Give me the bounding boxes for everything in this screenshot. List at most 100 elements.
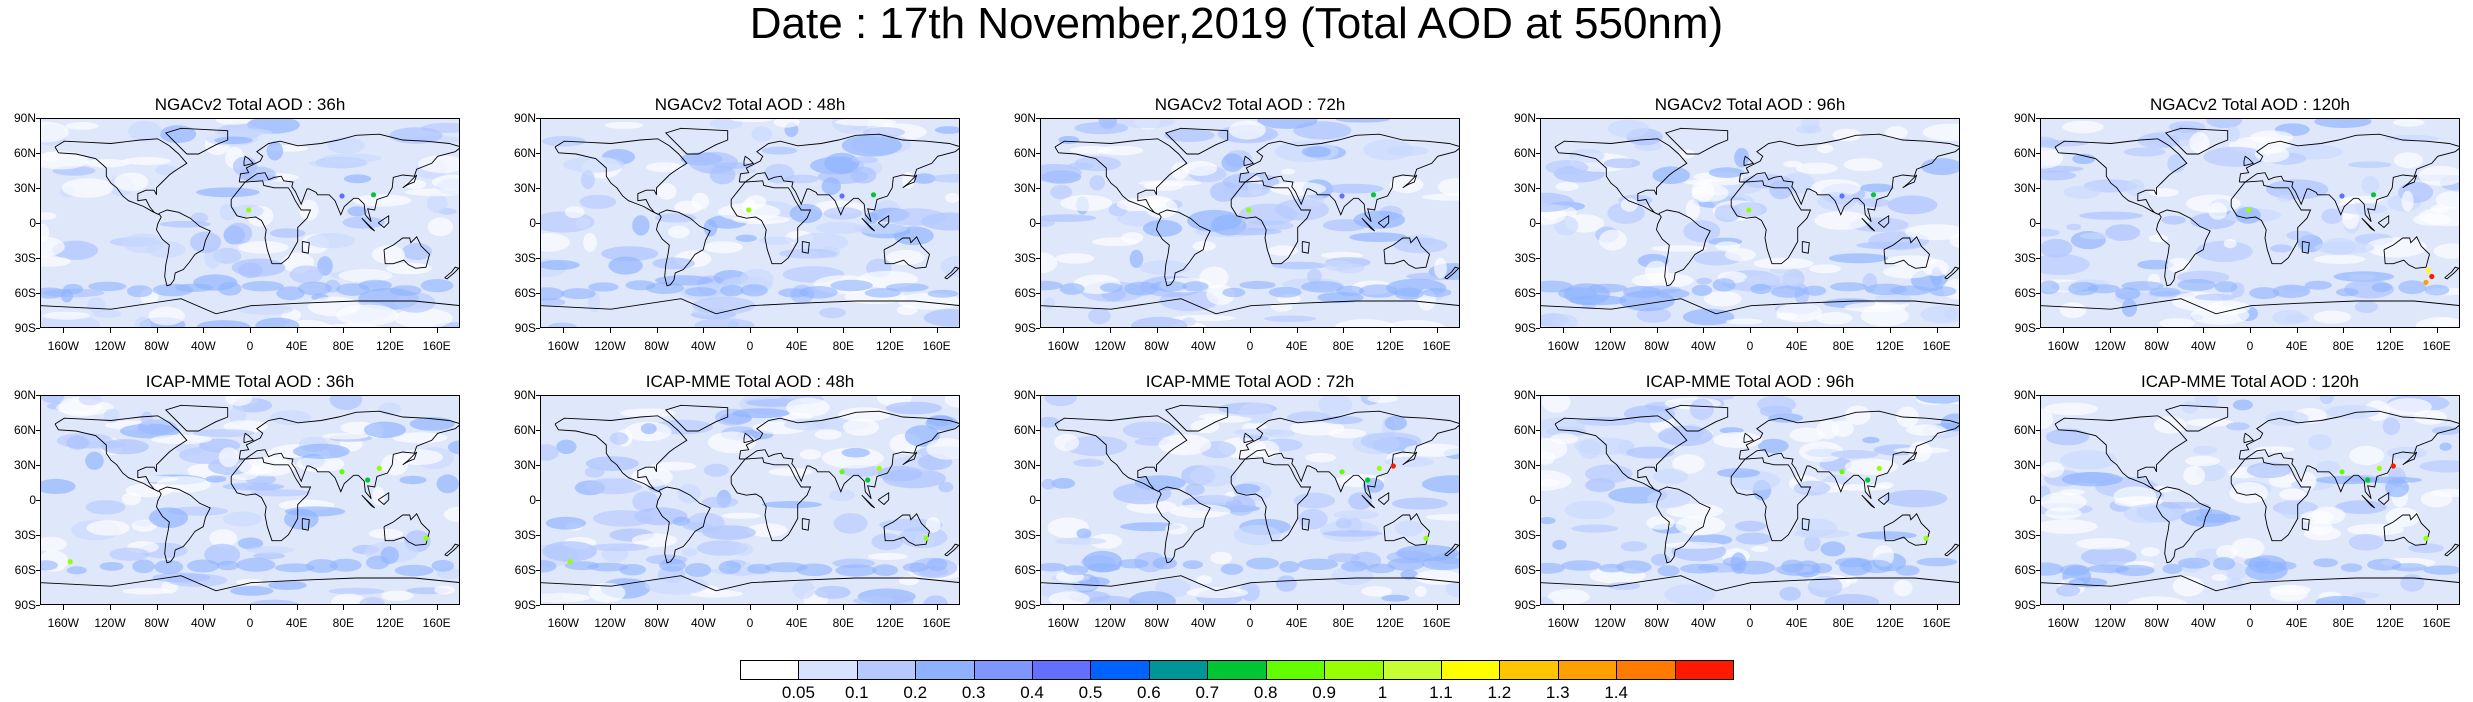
coastline <box>2164 404 2229 432</box>
aod-field-blob <box>1620 198 1638 212</box>
aod-field-blob <box>1387 557 1425 571</box>
longitude-label: 80E <box>2332 339 2354 353</box>
aod-field-blob <box>159 125 197 144</box>
latitude-label: 60N <box>2013 423 2036 437</box>
aod-field-blob <box>2041 492 2087 512</box>
aod-field-blob <box>587 562 629 572</box>
aod-field-blob <box>2313 310 2351 324</box>
aod-hotspot <box>2376 465 2382 471</box>
coastline <box>301 518 310 531</box>
latitude-tick <box>536 500 540 501</box>
aod-field-blob <box>1734 520 1767 532</box>
colorbar-swatch <box>740 660 800 680</box>
longitude-tick <box>250 605 251 610</box>
longitude-label: 80W <box>1144 616 1169 630</box>
coastline <box>861 217 876 232</box>
coastline <box>1444 543 1459 557</box>
latitude-tick <box>1036 258 1040 259</box>
colorbar-label: 0.8 <box>1253 683 1278 702</box>
coastline <box>41 575 459 592</box>
aod-field-blob <box>306 559 338 573</box>
coastline <box>2301 518 2310 531</box>
aod-field-blob <box>2232 399 2253 411</box>
longitude-label: 160E <box>1422 339 1451 353</box>
aod-field-blob <box>122 587 172 595</box>
longitude-tick <box>343 328 345 333</box>
aod-field-blob <box>85 451 104 470</box>
coastline <box>2238 410 2459 499</box>
coastline <box>1664 127 1729 155</box>
aod-field-blob <box>1811 563 1833 574</box>
aod-field-blob <box>1684 179 1746 186</box>
aod-field-blob <box>225 222 253 245</box>
coastline <box>402 451 418 466</box>
coastline <box>1801 241 1810 254</box>
aod-field-blob <box>2137 259 2174 270</box>
aod-field-blob <box>2223 239 2237 249</box>
longitude-tick <box>936 328 938 333</box>
colorbar-swatch <box>1148 660 1209 680</box>
latitude-label: 0 <box>529 216 536 230</box>
coastline <box>243 432 255 444</box>
colorbar-swatch <box>973 660 1034 680</box>
aod-field-blob <box>1381 594 1410 602</box>
aod-field-blob <box>381 590 414 601</box>
aod-field-blob <box>2439 442 2452 451</box>
longitude-label: 120W <box>2094 616 2126 630</box>
coastline <box>883 513 931 546</box>
aod-field-blob <box>927 414 954 427</box>
coastline <box>230 180 312 265</box>
aod-field-blob <box>682 522 713 531</box>
latitude-label: 30S <box>1514 251 1536 265</box>
latitude-label: 90S <box>1514 321 1536 335</box>
aod-field-blob <box>1055 253 1095 264</box>
aod-field-blob <box>2400 574 2425 592</box>
coastline <box>1054 415 1188 493</box>
coastline <box>1164 404 1229 432</box>
aod-field-blob <box>2127 596 2188 604</box>
aod-field-blob <box>1219 228 1282 236</box>
aod-field-blob <box>1270 302 1293 312</box>
aod-field-blob <box>2194 293 2236 301</box>
coastline <box>2041 575 2459 592</box>
aod-field-blob <box>2285 314 2310 323</box>
aod-field-blob <box>1757 396 1796 414</box>
aod-field-blob <box>2349 445 2385 466</box>
aod-field-blob <box>2216 545 2238 560</box>
aod-field-blob <box>122 233 164 254</box>
longitude-tick <box>156 605 158 610</box>
longitude-tick <box>296 605 298 610</box>
aod-field-blob <box>1776 302 1822 323</box>
longitude-tick <box>2250 605 2251 610</box>
aod-field-blob <box>1541 470 1572 491</box>
aod-field-blob <box>1059 283 1085 295</box>
aod-field-blob <box>63 283 84 295</box>
coastline <box>1877 491 1890 506</box>
aod-field-blob <box>2206 119 2243 129</box>
aod-field-blob <box>2314 119 2372 128</box>
longitude-tick <box>2343 605 2345 610</box>
aod-field-blob <box>885 401 943 415</box>
longitude-tick <box>156 328 158 333</box>
aod-field-blob <box>1783 160 1803 168</box>
aod-field-blob <box>1087 563 1121 572</box>
aod-field-blob <box>799 449 822 460</box>
aod-field-blob <box>740 284 768 297</box>
colorbar-swatch <box>1032 660 1092 680</box>
longitude-tick <box>2063 605 2065 610</box>
aod-field-blob <box>1916 557 1958 567</box>
aod-field-blob <box>1421 475 1459 494</box>
longitude-tick <box>2296 328 2298 333</box>
aod-map <box>1541 396 1959 604</box>
longitude-label: 120W <box>1094 339 1126 353</box>
aod-field-blob <box>864 288 901 298</box>
aod-field-blob <box>114 172 149 192</box>
aod-field-blob <box>1607 581 1641 590</box>
longitude-tick <box>1390 605 1391 610</box>
aod-field-blob <box>2066 223 2082 231</box>
aod-field-blob <box>681 547 698 557</box>
coastline <box>1041 575 1459 592</box>
aod-field-blob <box>1672 454 1705 474</box>
aod-field-blob <box>190 231 222 254</box>
aod-field-blob <box>1422 288 1452 297</box>
